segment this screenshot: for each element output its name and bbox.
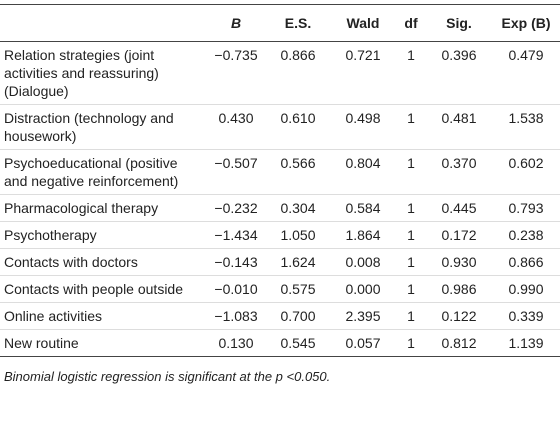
cell: 1 [407, 254, 415, 270]
header-cell: df [404, 15, 418, 31]
cell: 0.602 [508, 155, 544, 171]
row-label: Contacts with people outside [4, 281, 183, 297]
cell: 1 [407, 200, 415, 216]
header-cell [0, 5, 206, 42]
table-row: Relation strategies (joint activities an… [0, 42, 560, 105]
table-row: Online activities −1.083 0.700 2.395 1 0.122 0… [0, 303, 560, 330]
cell: 1.139 [508, 335, 544, 351]
page: B E.S. Wald df Sig. Exp (B) Relation strategi… [0, 4, 560, 440]
cell: 1.624 [280, 254, 316, 270]
cell: 1 [407, 281, 415, 297]
cell: 1 [407, 155, 415, 171]
row-label: Online activities [4, 308, 103, 324]
table-row: New routine 0.130 0.545 0.057 1 0.812 1.139 [0, 330, 560, 357]
cell: 0.990 [508, 281, 544, 297]
cell: −1.083 [214, 308, 258, 324]
cell: 0.396 [441, 47, 477, 63]
cell: 0.498 [345, 110, 381, 126]
cell: 0.793 [508, 200, 544, 216]
cell: 0.130 [218, 335, 254, 351]
cell: −0.735 [214, 47, 258, 63]
cell: 0.122 [441, 308, 477, 324]
row-label: New routine [4, 335, 79, 351]
header-cell: Wald [346, 15, 380, 31]
results-table: B E.S. Wald df Sig. Exp (B) Relation strategi… [0, 4, 560, 357]
cell: 0.575 [280, 281, 316, 297]
row-label: Relation strategies (joint activities an… [4, 47, 159, 99]
table-row: Distraction (technology and housework) 0.… [0, 105, 560, 150]
cell: −0.507 [214, 155, 258, 171]
header-cell: B [230, 15, 242, 31]
cell: 1 [407, 227, 415, 243]
cell: 1 [407, 110, 415, 126]
cell: 1 [407, 335, 415, 351]
cell: −0.143 [214, 254, 258, 270]
cell: 0.304 [280, 200, 316, 216]
table-body: Relation strategies (joint activities an… [0, 42, 560, 357]
cell: 0.057 [345, 335, 381, 351]
cell: 0.804 [345, 155, 381, 171]
table-row: Psychotherapy −1.434 1.050 1.864 1 0.172 0.238 [0, 222, 560, 249]
row-label: Psychoeducational (positive and negative… [4, 155, 179, 189]
header-row: B E.S. Wald df Sig. Exp (B) [0, 4, 560, 42]
cell: 0.000 [345, 281, 381, 297]
cell: 0.566 [280, 155, 316, 171]
cell: 0.545 [280, 335, 316, 351]
table-row: Psychoeducational (positive and negative… [0, 150, 560, 195]
cell: 0.812 [441, 335, 477, 351]
table-row: Pharmacological therapy −0.232 0.304 0.584 1… [0, 195, 560, 222]
cell: 0.172 [441, 227, 477, 243]
cell: 0.481 [441, 110, 477, 126]
cell: 0.430 [218, 110, 254, 126]
row-label: Distraction (technology and housework) [4, 110, 174, 144]
row-label: Psychotherapy [4, 227, 97, 243]
cell: 0.238 [508, 227, 544, 243]
cell: 0.584 [345, 200, 381, 216]
row-label: Pharmacological therapy [4, 200, 159, 216]
cell: 0.339 [508, 308, 544, 324]
table-header: B E.S. Wald df Sig. Exp (B) [0, 4, 560, 42]
cell: 0.610 [280, 110, 316, 126]
cell: 1.050 [280, 227, 316, 243]
cell: 0.700 [280, 308, 316, 324]
cell: −0.010 [214, 281, 258, 297]
cell: 0.866 [508, 254, 544, 270]
cell: 0.866 [280, 47, 316, 63]
header-cell: E.S. [284, 15, 312, 31]
cell: 0.479 [508, 47, 544, 63]
cell: 0.008 [345, 254, 381, 270]
row-label: Contacts with doctors [4, 254, 138, 270]
cell: −1.434 [214, 227, 258, 243]
cell: 1 [407, 47, 415, 63]
table-row: Contacts with people outside −0.010 0.575 0… [0, 276, 560, 303]
cell: 0.721 [345, 47, 381, 63]
cell: 1.864 [345, 227, 381, 243]
cell: 0.445 [441, 200, 477, 216]
header-cell: Sig. [446, 15, 472, 31]
cell: 1.538 [508, 110, 544, 126]
cell: 0.986 [441, 281, 477, 297]
table-row: Contacts with doctors −0.143 1.624 0.008 1 0.… [0, 249, 560, 276]
cell: 2.395 [345, 308, 381, 324]
footnote: Binomial logistic regression is signific… [4, 369, 331, 384]
cell: −0.232 [214, 200, 258, 216]
cell: 0.370 [441, 155, 477, 171]
cell: 0.930 [441, 254, 477, 270]
header-cell: Exp (B) [501, 15, 551, 31]
cell: 1 [407, 308, 415, 324]
